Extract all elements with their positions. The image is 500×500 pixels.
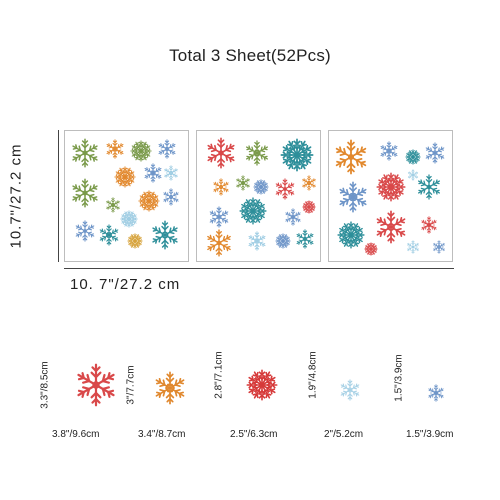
size-example-3: 2.8"/7.1cm 2.5"/6.3cm xyxy=(212,345,304,445)
snowflake-icon xyxy=(246,369,278,401)
snowflake-icon xyxy=(213,178,229,196)
snowflake-icon xyxy=(380,141,398,161)
snowflake-icon xyxy=(417,174,441,200)
snowflake-icon xyxy=(376,172,406,202)
snowflake-icon xyxy=(75,220,95,242)
size-width-label: 1.5"/3.9cm xyxy=(406,429,454,440)
snowflake-icon xyxy=(335,139,367,175)
snowflake-icon xyxy=(248,231,266,251)
snowflake-icon xyxy=(130,140,152,162)
page-title: Total 3 Sheet(52Pcs) xyxy=(169,46,331,65)
snowflake-icon xyxy=(285,208,301,226)
snowflake-icon xyxy=(407,240,419,254)
sticker-sheet-1 xyxy=(64,130,189,262)
size-height-label: 3"/7.7cm xyxy=(125,365,137,405)
snowflake-icon xyxy=(209,206,229,228)
size-height-label: 3.3"/8.5cm xyxy=(39,361,51,409)
size-example-4: 1.9"/4.8cm 2"/5.2cm xyxy=(306,345,398,445)
snowflake-icon xyxy=(253,179,269,195)
snowflake-icon xyxy=(144,163,162,183)
snowflake-icon xyxy=(114,166,136,188)
snowflake-icon xyxy=(77,363,115,407)
snowflake-icon xyxy=(207,137,235,169)
snowflake-icon xyxy=(407,169,419,181)
snowflake-icon xyxy=(364,242,378,256)
size-height-label: 1.9"/4.8cm xyxy=(307,351,319,399)
snowflake-icon xyxy=(239,197,267,225)
snowflake-icon xyxy=(296,229,314,249)
snowflake-icon xyxy=(275,178,295,200)
sheet-width-label: 10. 7"/27.2 cm xyxy=(70,276,181,293)
snowflake-icon xyxy=(280,138,314,172)
snowflake-icon xyxy=(152,220,178,250)
size-width-label: 3.4"/8.7cm xyxy=(138,429,186,440)
snowflake-icon xyxy=(433,240,445,254)
size-width-label: 2"/5.2cm xyxy=(324,429,364,440)
snowflake-icon xyxy=(207,229,231,257)
snowflake-icon xyxy=(163,188,179,206)
snowflake-icon xyxy=(72,138,98,168)
sheet-height-label: 10.7"/27.2 cm xyxy=(7,143,25,249)
snowflake-icon xyxy=(158,139,176,159)
snowflake-icon xyxy=(302,175,316,191)
snowflake-icon xyxy=(138,190,160,212)
snowflake-icon xyxy=(376,210,406,244)
snowflake-icon xyxy=(155,371,185,405)
snowflake-icon xyxy=(428,384,444,402)
snowflake-icon xyxy=(425,142,445,164)
snowflake-icon xyxy=(405,149,421,165)
size-example-5: 1.5"/3.9cm 1.5"/3.9cm xyxy=(392,345,484,445)
size-width-label: 2.5"/6.3cm xyxy=(230,429,278,440)
snowflake-icon xyxy=(302,200,316,214)
size-width-label: 3.8"/9.6cm xyxy=(52,429,100,440)
size-height-label: 1.5"/3.9cm xyxy=(393,354,405,402)
sticker-sheet-2 xyxy=(196,130,321,262)
sticker-sheet-3 xyxy=(328,130,453,262)
snowflake-icon xyxy=(106,197,120,213)
size-example-2: 3"/7.7cm 3.4"/8.7cm xyxy=(124,345,216,445)
snowflake-icon xyxy=(72,178,98,208)
snowflake-icon xyxy=(245,140,269,166)
size-height-label: 2.8"/7.1cm xyxy=(213,351,225,399)
snowflake-icon xyxy=(339,181,367,213)
snowflake-icon xyxy=(106,139,124,159)
snowflake-icon xyxy=(337,221,365,249)
snowflake-icon xyxy=(127,233,143,249)
snowflake-icon xyxy=(421,216,437,234)
snowflake-icon xyxy=(275,233,291,249)
snowflake-icon xyxy=(340,379,360,401)
snowflake-icon xyxy=(99,224,119,246)
size-example-1: 3.3"/8.5cm 3.8"/9.6cm xyxy=(38,345,130,445)
snowflake-icon xyxy=(120,210,138,228)
snowflake-icon xyxy=(236,175,250,191)
snowflake-icon xyxy=(164,165,178,181)
